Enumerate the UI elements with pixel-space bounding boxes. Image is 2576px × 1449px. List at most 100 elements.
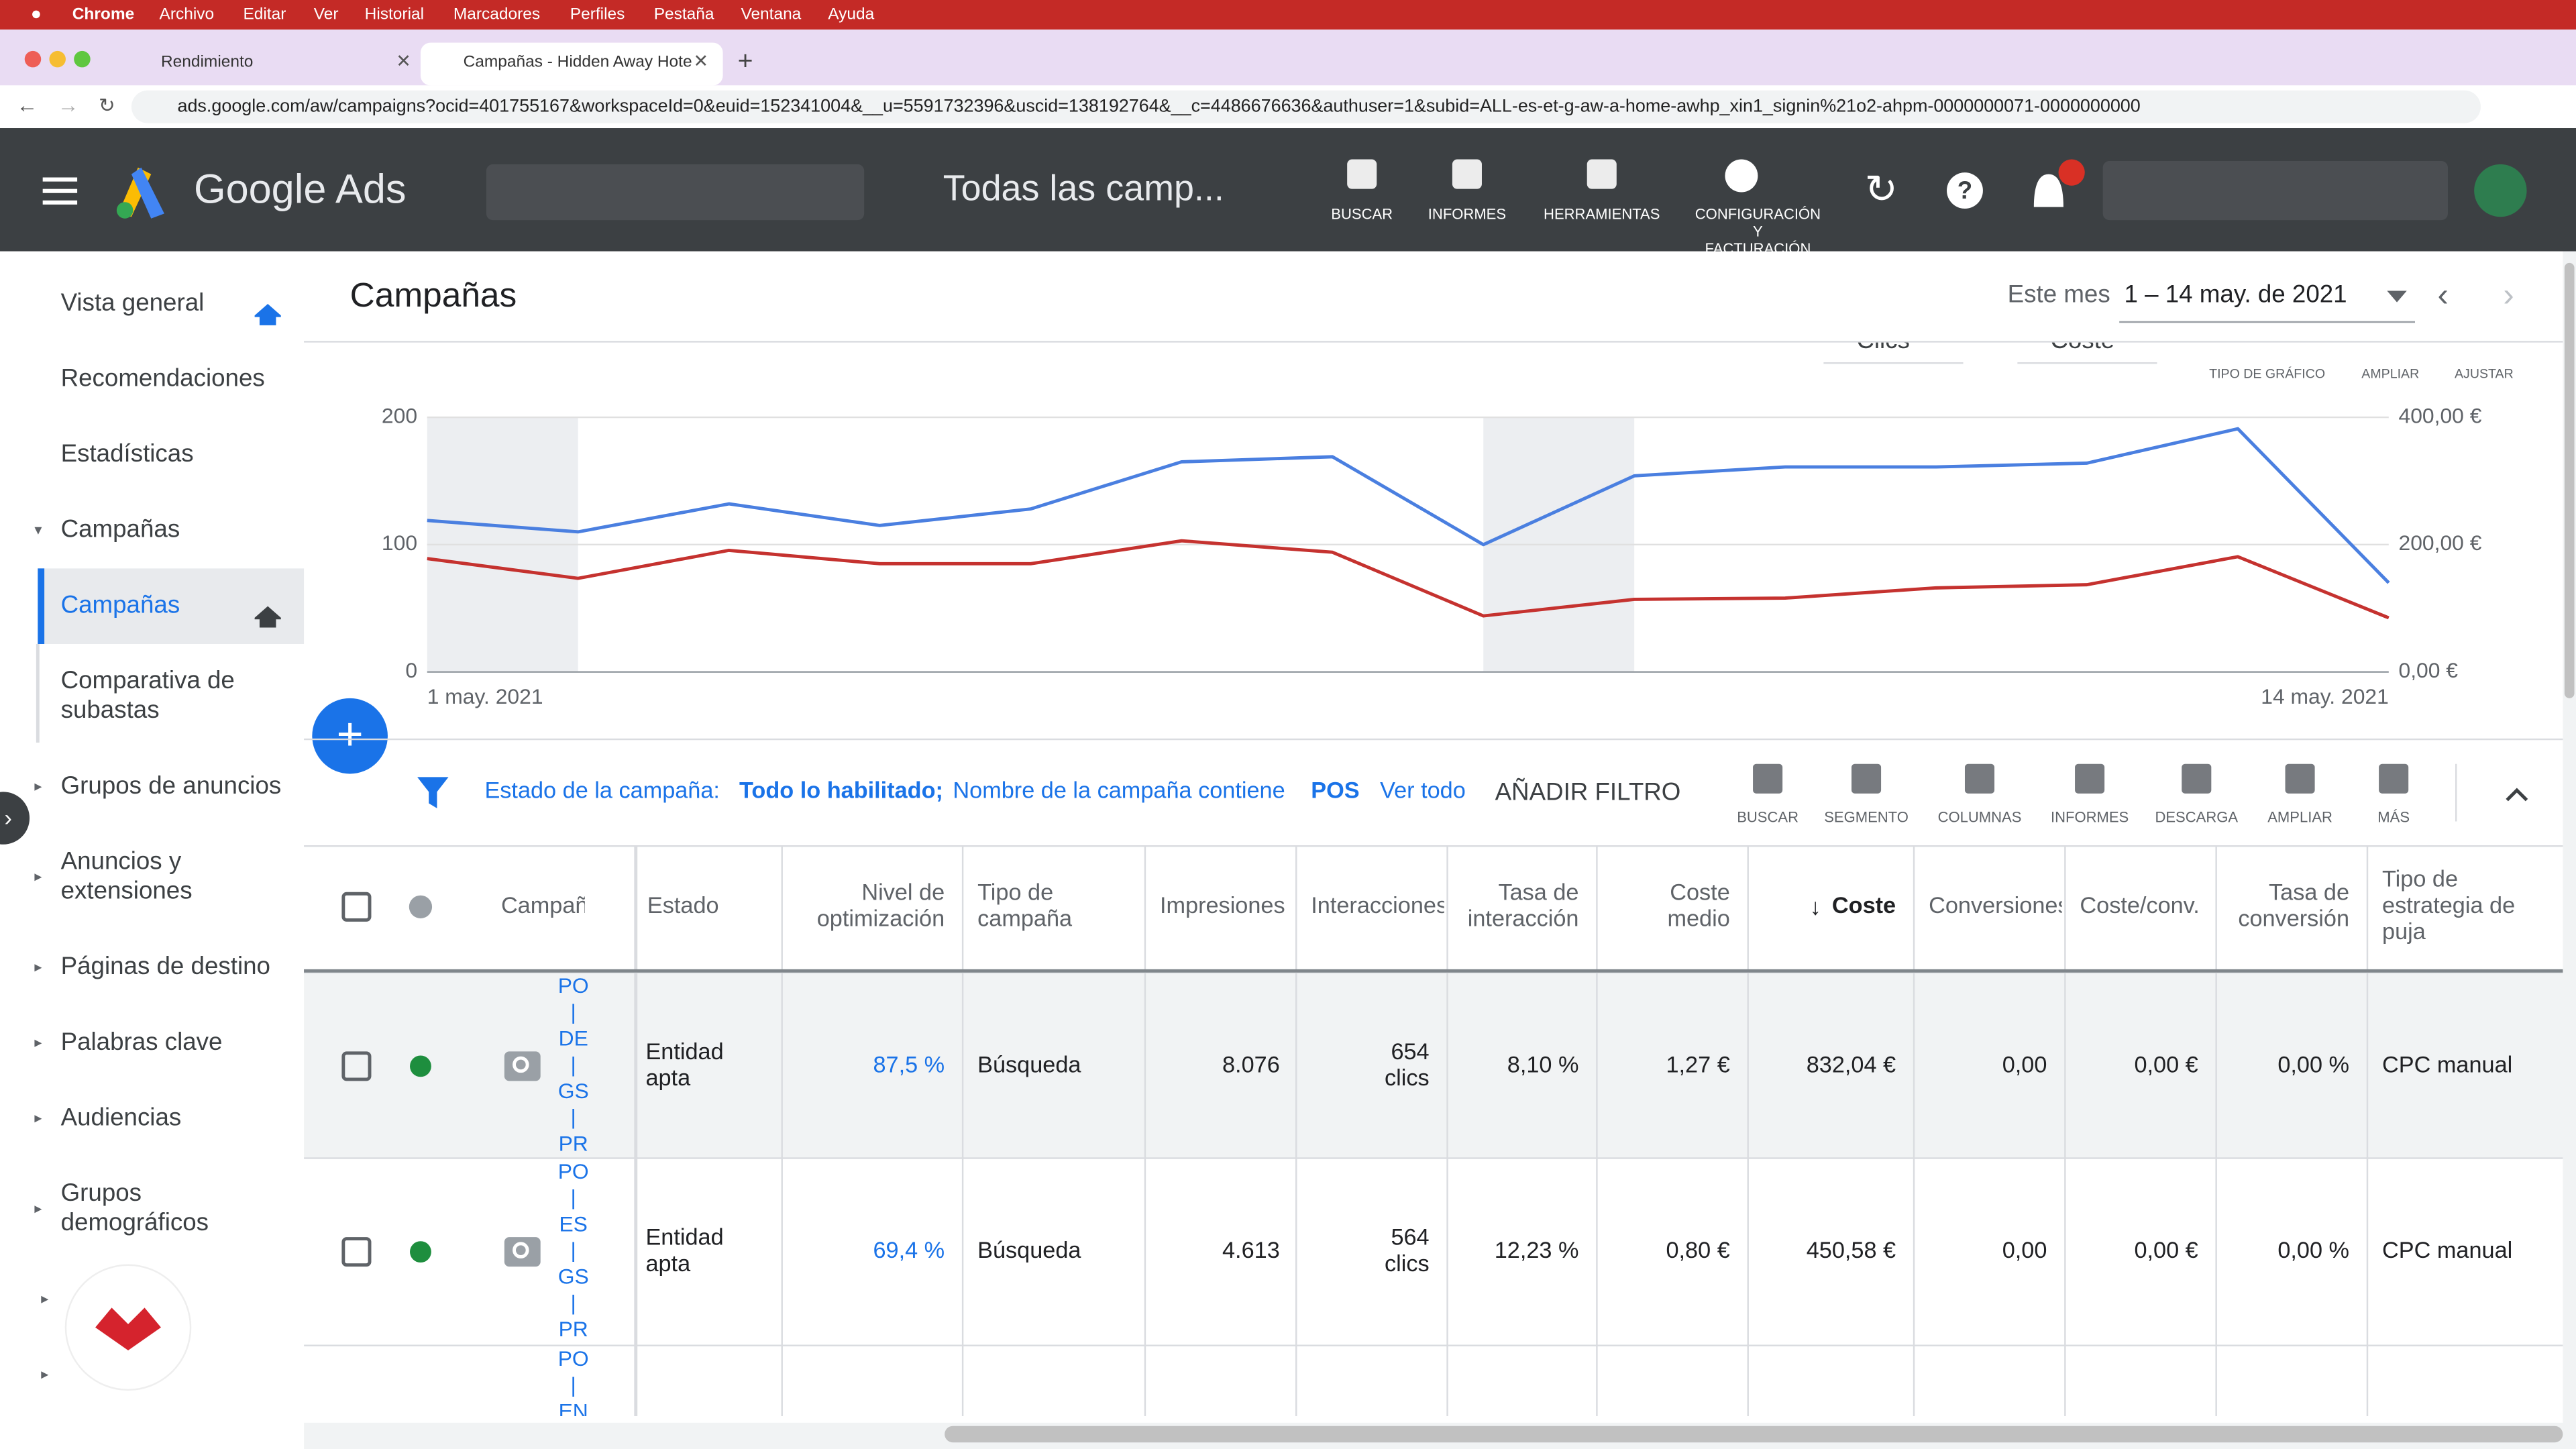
row-checkbox[interactable]: [341, 1051, 372, 1081]
nav-item[interactable]: Anuncios y: [61, 847, 182, 874]
date-dropdown[interactable]: [2387, 290, 2407, 303]
column-header-text[interactable]: Interacciones: [1311, 893, 1448, 918]
menu-app[interactable]: Chrome: [72, 5, 134, 23]
tool-icon[interactable]: [1725, 159, 1758, 193]
zoom-window[interactable]: [74, 50, 91, 68]
expand-arrow[interactable]: ▸: [34, 777, 42, 794]
campaign-name[interactable]: |: [571, 1291, 576, 1315]
expand-arrow[interactable]: ▸: [34, 868, 42, 885]
notifications[interactable]: [2033, 174, 2063, 207]
menu-item[interactable]: Perfiles: [570, 5, 625, 23]
select-all[interactable]: [341, 892, 372, 922]
expand-arrow[interactable]: ▾: [34, 521, 42, 538]
tool-label[interactable]: INFORMES: [2051, 808, 2129, 825]
campaign-name[interactable]: GS: [558, 1265, 589, 1289]
campaign-name[interactable]: PO: [558, 1346, 589, 1371]
campaign-name[interactable]: PR: [559, 1131, 588, 1155]
tool-icon[interactable]: [1753, 763, 1783, 794]
column-header-text[interactable]: medio: [1667, 906, 1729, 931]
campaign-name[interactable]: |: [571, 1105, 576, 1129]
nav-item[interactable]: Estadísticas: [61, 439, 194, 467]
close-window[interactable]: [24, 50, 42, 68]
expand-arrow[interactable]: ▸: [34, 1199, 42, 1216]
filter-value[interactable]: POS: [1311, 777, 1359, 803]
column-header-text[interactable]: Campaña: [501, 893, 602, 918]
column-header-text[interactable]: estrategia de: [2382, 893, 2515, 918]
tool-icon[interactable]: [2379, 763, 2409, 794]
column-header-text[interactable]: Coste: [1670, 879, 1730, 905]
campaign-name[interactable]: PO: [558, 1159, 589, 1183]
menu-item[interactable]: Ventana: [741, 5, 801, 23]
nav-item[interactable]: Vista general: [61, 288, 205, 316]
tab-close[interactable]: ✕: [693, 51, 708, 71]
nav-item[interactable]: demográficos: [61, 1208, 209, 1236]
column-header-text[interactable]: interacción: [1468, 906, 1579, 931]
tool-label[interactable]: BUSCAR: [1737, 808, 1799, 825]
filter-value[interactable]: Todo lo habilitado;: [739, 777, 943, 803]
campaign-name[interactable]: |: [571, 1053, 576, 1077]
reload[interactable]: ↻: [99, 95, 115, 117]
new-tab[interactable]: +: [738, 46, 753, 75]
avatar[interactable]: [2474, 164, 2527, 217]
campaign-name[interactable]: ES: [559, 1212, 587, 1236]
active-tab[interactable]: [420, 42, 723, 86]
cell-text[interactable]: 87,5 %: [873, 1052, 945, 1077]
minimize-window[interactable]: [49, 50, 66, 68]
column-header-text[interactable]: Coste/conv.: [2080, 893, 2199, 918]
column-header-text[interactable]: Conversiones: [1929, 893, 2070, 918]
tool-label[interactable]: COLUMNAS: [1938, 808, 2022, 825]
status-dot[interactable]: [410, 1241, 431, 1263]
refresh[interactable]: ↻: [1864, 168, 1897, 211]
campaign-name[interactable]: PR: [559, 1317, 588, 1341]
tool-icon[interactable]: [1452, 159, 1482, 189]
nav-item[interactable]: subastas: [61, 696, 160, 723]
tool-icon[interactable]: [2182, 763, 2212, 794]
nav-item[interactable]: Recomendaciones: [61, 364, 265, 391]
column-header-text[interactable]: Tasa de: [1498, 879, 1578, 905]
tool-icon[interactable]: [1964, 763, 1995, 794]
help[interactable]: [1947, 172, 1983, 209]
expand-arrow[interactable]: ▸: [41, 1366, 48, 1383]
back[interactable]: ←: [16, 93, 38, 117]
chart-tool[interactable]: AJUSTAR: [2455, 367, 2514, 382]
account-blur[interactable]: [486, 164, 865, 221]
tab-close[interactable]: ✕: [396, 51, 411, 71]
column-header-text[interactable]: Estado: [647, 893, 719, 918]
tool-icon[interactable]: [1851, 763, 1882, 794]
column-header-text[interactable]: optimización: [817, 906, 945, 931]
h-scroll-thumb[interactable]: [945, 1426, 2563, 1443]
campaign-name[interactable]: GS: [558, 1079, 589, 1103]
nav-item[interactable]: Páginas de destino: [61, 952, 270, 979]
tab-title[interactable]: Campañas - Hidden Away Hote: [464, 53, 692, 71]
omnibox[interactable]: [131, 90, 2481, 123]
column-header-text[interactable]: Impresiones: [1160, 893, 1285, 918]
campaign-name[interactable]: DE: [559, 1026, 588, 1051]
nav-item[interactable]: Grupos de anuncios: [61, 771, 282, 799]
menu-item[interactable]: Ayuda: [828, 5, 874, 23]
expand-arrow[interactable]: ▸: [34, 1110, 42, 1126]
nav-item[interactable]: Campañas: [61, 590, 180, 618]
tool-label[interactable]: HERRAMIENTAS: [1544, 206, 1660, 223]
tool-icon[interactable]: [2285, 763, 2315, 794]
campaign-name[interactable]: EN: [559, 1399, 588, 1424]
nav-item[interactable]: extensiones: [61, 876, 193, 904]
column-header-text[interactable]: Tipo de: [2382, 867, 2458, 892]
tool-label[interactable]: DESCARGA: [2155, 808, 2238, 825]
expand-arrow[interactable]: ▸: [34, 958, 42, 975]
scroll-thumb[interactable]: [2564, 262, 2575, 698]
menu-item[interactable]: Marcadores: [453, 5, 540, 23]
column-header-text[interactable]: Tasa de: [2269, 879, 2349, 905]
filter-icon[interactable]: [417, 777, 449, 808]
view-all[interactable]: Ver todo: [1380, 777, 1466, 803]
column-header-text[interactable]: conversión: [2238, 906, 2349, 931]
campaign-name[interactable]: |: [571, 1373, 576, 1397]
column-header-text[interactable]: Tipo de: [977, 879, 1053, 905]
add-button[interactable]: [312, 698, 388, 774]
campaign-name[interactable]: |: [571, 1000, 576, 1024]
chart-tool[interactable]: AMPLIAR: [2361, 367, 2419, 382]
campaign-name[interactable]: |: [571, 1185, 576, 1210]
menu-item[interactable]: Editar: [243, 5, 286, 23]
tool-icon[interactable]: [1587, 159, 1617, 189]
collapse-button[interactable]: [0, 792, 30, 845]
tab-title[interactable]: Rendimiento: [161, 53, 253, 71]
